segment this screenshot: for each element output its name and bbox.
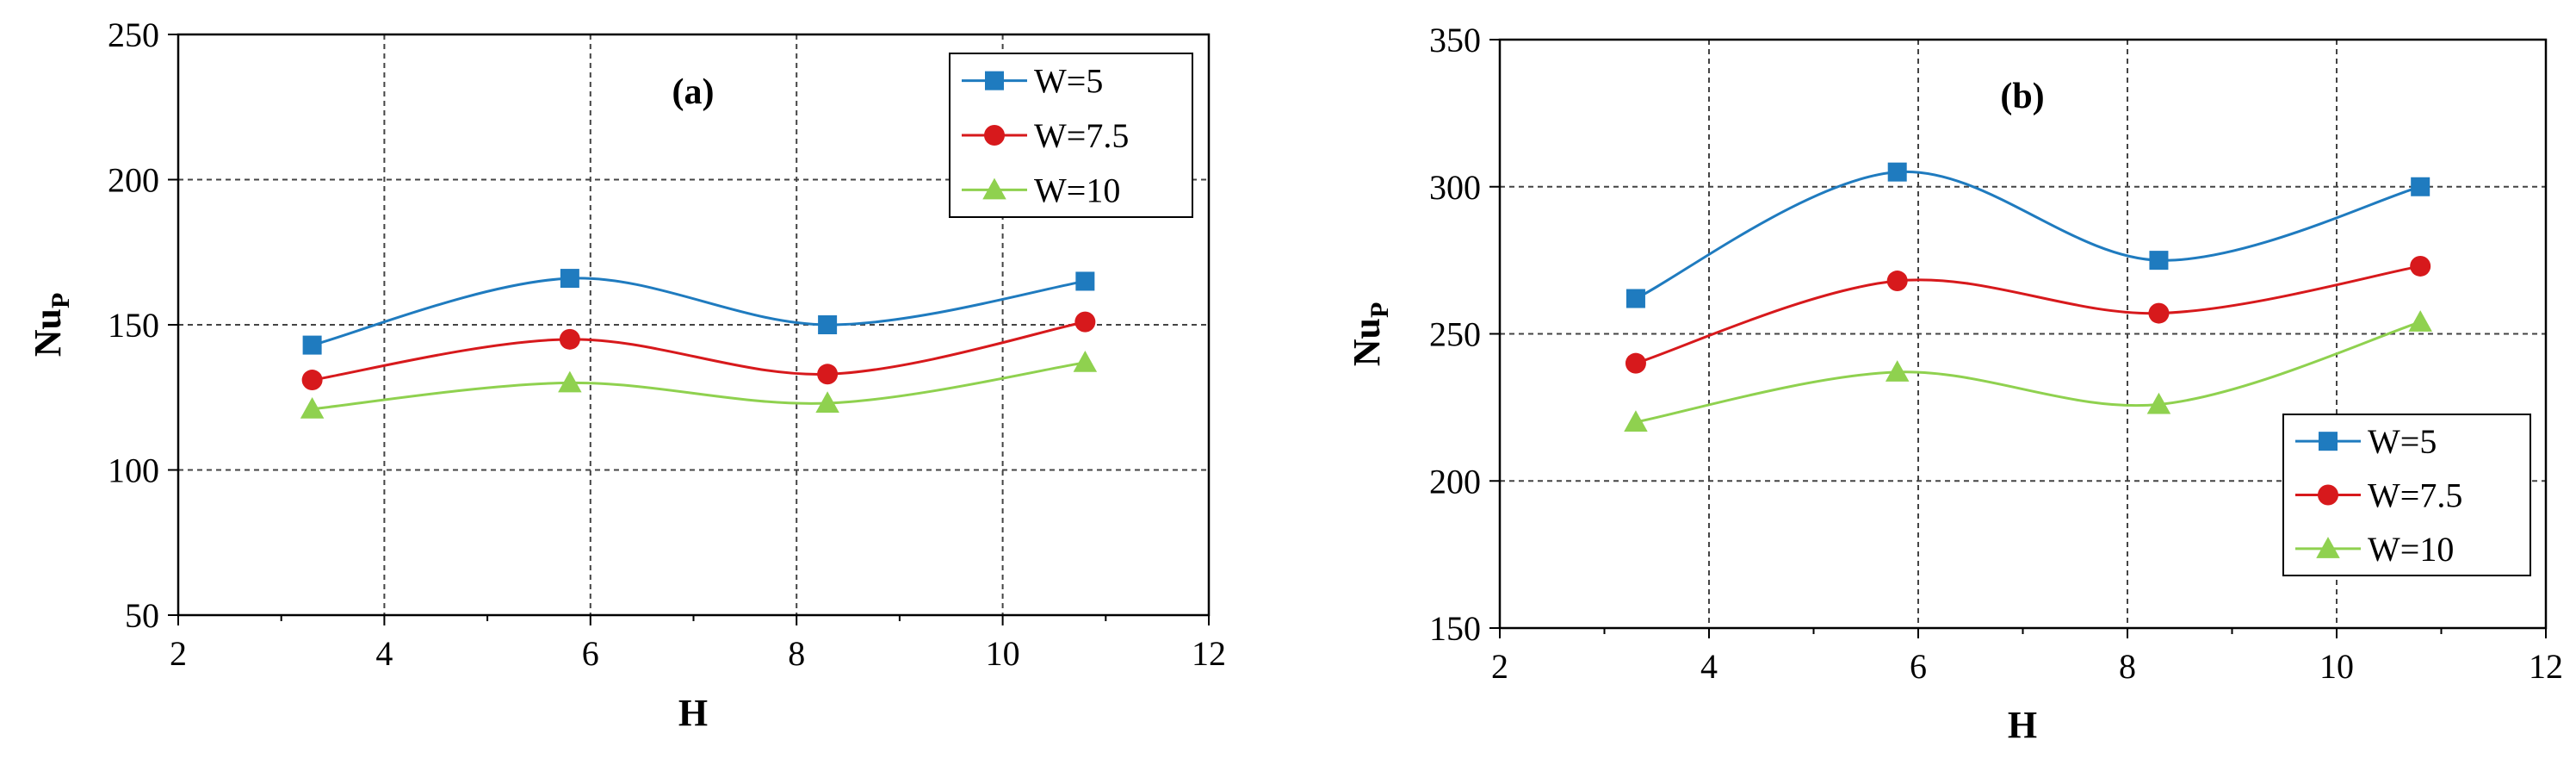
data-point (815, 391, 839, 413)
legend-label: W=10 (2368, 530, 2454, 569)
data-point (1624, 410, 1648, 432)
y-axis-label: NuP (27, 293, 75, 358)
data-point (817, 364, 839, 385)
x-tick-label: 4 (375, 634, 393, 673)
y-tick-label: 50 (125, 596, 159, 635)
legend-marker (2316, 537, 2340, 558)
series-W=5 (1625, 162, 2430, 308)
series-line (1635, 320, 2421, 424)
x-tick-label: 8 (788, 634, 805, 673)
series-line (1635, 170, 2421, 300)
chart-a: 2 4 6 8 10 12 50 100 150 200 250 H NuP (a) W=5 W=7.5 W=1… (27, 16, 1226, 734)
series-W=10 (1624, 310, 2432, 432)
data-point (818, 315, 838, 334)
data-point (1885, 360, 1910, 382)
chart-b: 2 4 6 8 10 12150200250300350HNuP(b)W=5W=7.5W=… (1346, 21, 2563, 746)
series-line (1635, 264, 2421, 365)
series-line (312, 277, 1086, 347)
y-tick-label: 150 (1429, 609, 1481, 648)
x-tick-label: 10 (986, 634, 1020, 673)
legend-marker (984, 125, 1005, 146)
legend-label: W=10 (1034, 171, 1120, 209)
legend-label: W=7.5 (1034, 116, 1129, 155)
x-tick-label: 2 (1491, 647, 1508, 686)
data-point (1075, 271, 1095, 291)
y-tick-label: 100 (108, 451, 159, 490)
series-line (312, 361, 1086, 411)
x-tick-label: 12 (1192, 634, 1226, 673)
data-point (1886, 271, 1908, 292)
x-axis-label: H (2008, 704, 2037, 746)
y-tick-label: 200 (1429, 462, 1481, 501)
y-tick-label: 200 (108, 161, 159, 200)
data-point (2149, 251, 2169, 271)
data-point (2408, 310, 2432, 332)
data-point (301, 370, 323, 391)
legend-marker (982, 177, 1006, 200)
data-point (302, 335, 322, 355)
panel-label: (a) (672, 72, 715, 112)
y-tick-label: 250 (108, 16, 159, 54)
series-W=5 (302, 269, 1095, 355)
series-W=10 (300, 351, 1098, 419)
x-tick-label: 10 (2319, 647, 2354, 686)
y-tick-label: 250 (1429, 315, 1481, 354)
y-axis-label-subscript: P (46, 293, 75, 308)
series-line (312, 320, 1086, 382)
data-point (559, 328, 580, 350)
data-point (300, 396, 325, 419)
x-tick-label: 2 (170, 634, 187, 673)
data-point (558, 370, 582, 393)
data-point (2410, 255, 2431, 277)
x-axis-label: H (678, 692, 708, 734)
y-tick-label: 350 (1429, 21, 1481, 59)
x-tick-label: 4 (1700, 647, 1718, 686)
x-tick-label: 6 (582, 634, 599, 673)
y-axis-label-subscript: P (1365, 302, 1394, 318)
legend-marker (985, 71, 1004, 90)
x-tick-label: 12 (2529, 647, 2563, 686)
data-point (1887, 162, 1907, 182)
data-point (2146, 392, 2171, 414)
data-point (560, 269, 579, 289)
y-axis-label: NuP (1346, 302, 1394, 367)
data-point (2148, 302, 2170, 324)
panel-label: (b) (2000, 77, 2044, 116)
legend-label: W=5 (1034, 62, 1103, 101)
x-tick-label: 8 (2119, 647, 2136, 686)
series-W=7.5 (1625, 255, 2431, 374)
legend-label: W=5 (2368, 422, 2437, 461)
data-point (1625, 289, 1645, 308)
data-point (1074, 311, 1096, 333)
legend-label: W=7.5 (2368, 476, 2462, 515)
data-point (2411, 177, 2430, 196)
y-tick-label: 300 (1429, 168, 1481, 207)
legend-marker (2319, 432, 2338, 451)
y-tick-label: 150 (108, 306, 159, 345)
x-tick-label: 6 (1910, 647, 1927, 686)
y-axis-label-main: Nu (1346, 318, 1388, 366)
legend: W=5 W=7.5 W=10 (949, 53, 1193, 218)
data-point (1625, 352, 1646, 374)
legend-marker (2318, 484, 2338, 506)
y-axis-label-main: Nu (27, 308, 69, 357)
legend: W=5 W=7.5 W=10 (2282, 414, 2531, 576)
data-point (1073, 351, 1098, 372)
series-W=7.5 (301, 311, 1096, 391)
